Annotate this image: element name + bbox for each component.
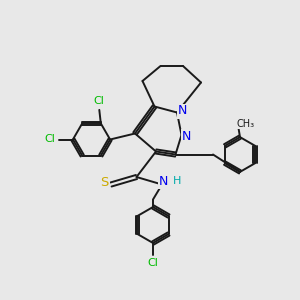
Text: H: H (173, 176, 181, 187)
Text: N: N (159, 175, 168, 188)
Text: S: S (100, 176, 109, 190)
Text: CH₃: CH₃ (237, 118, 255, 129)
Text: N: N (182, 130, 192, 143)
Text: Cl: Cl (148, 257, 158, 268)
Text: Cl: Cl (94, 97, 105, 106)
Text: N: N (178, 104, 187, 118)
Text: Cl: Cl (44, 134, 55, 145)
